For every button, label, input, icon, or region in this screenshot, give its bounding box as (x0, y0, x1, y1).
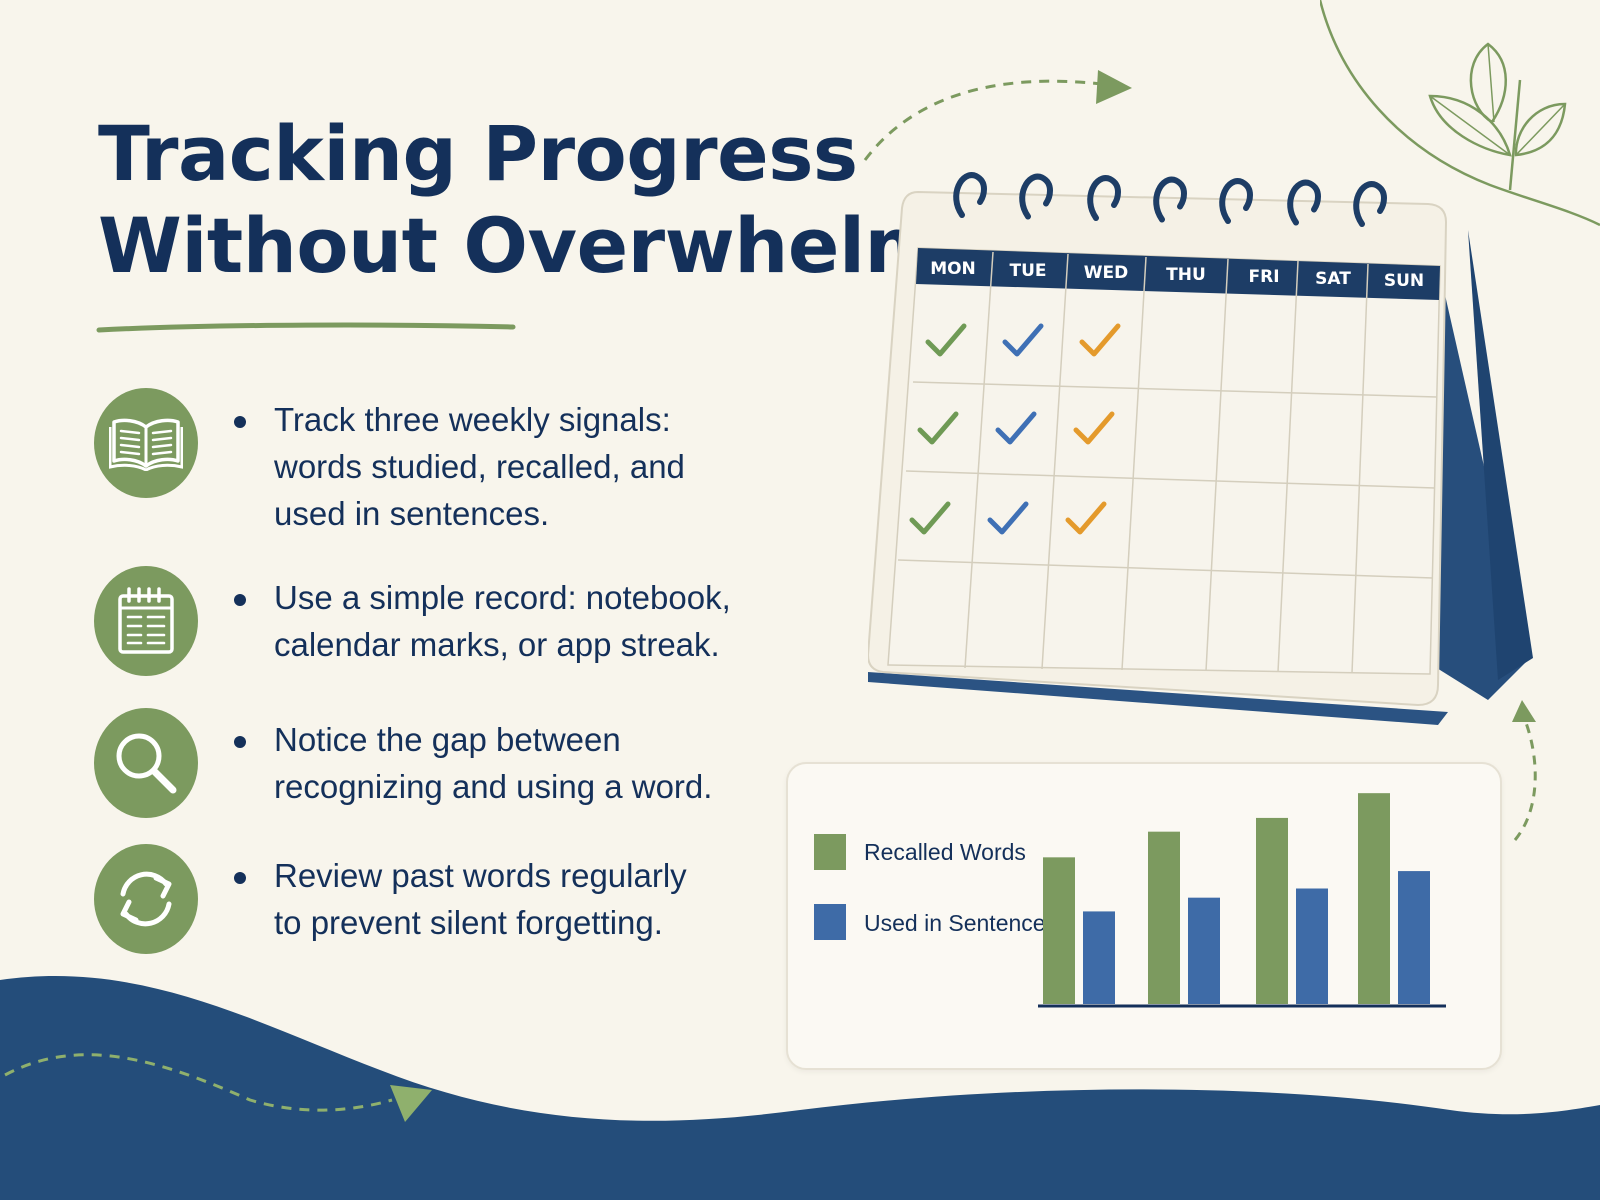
legend-swatch-used (814, 904, 846, 940)
bullet-item-simple-record: Use a simple record: notebook, calendar … (94, 566, 754, 686)
checkmark-icon (987, 501, 1029, 535)
calendar-day-mon: MON (930, 259, 976, 279)
desk-calendar: MON TUE WED THU FRI SAT SUN (868, 172, 1533, 725)
checkmark-icon (909, 501, 951, 535)
bar-used-2 (1188, 897, 1220, 1004)
bullet-text-line: Use a simple record: notebook, (274, 579, 731, 616)
bullet-text-line: recognizing and using a word. (274, 768, 713, 805)
binder-ring-icon (1219, 178, 1253, 224)
bullet-text-line: words studied, recalled, and (274, 448, 685, 485)
bar-recalled-2 (1148, 831, 1180, 1004)
checkmark-icon (925, 323, 967, 357)
bar-used-3 (1296, 888, 1328, 1004)
dashed-arrow-right (1512, 700, 1537, 841)
bullet-text: Use a simple record: notebook, calendar … (274, 574, 744, 668)
bar-chart-card: Recalled Words Used in Sentences (786, 762, 1502, 1070)
binder-ring-icon (1153, 176, 1187, 223)
plant-branch-icon (1320, 0, 1600, 227)
checkmark-icon (917, 411, 959, 445)
bullet-dot (234, 416, 246, 428)
bullet-dot (234, 594, 246, 606)
bar-recalled-1 (1043, 857, 1075, 1004)
calendar-day-wed: WED (1084, 263, 1128, 283)
dashed-arrow-bottom (4, 1053, 432, 1122)
bullet-text: Review past words regularly to prevent s… (274, 852, 744, 946)
bottom-wave (0, 976, 1600, 1200)
bullet-dot (234, 736, 246, 748)
open-book-icon (94, 388, 198, 498)
page-title: Tracking Progress Without Overwhelm (98, 108, 944, 292)
checkmark-icon (995, 411, 1037, 445)
calendar-day-thu: THU (1166, 265, 1206, 285)
bullet-text: Notice the gap between recognizing and u… (274, 716, 744, 810)
bullet-text-line: used in sentences. (274, 495, 550, 532)
checkmark-icon (1065, 501, 1107, 535)
legend-label-used: Used in Sentences (864, 910, 1058, 936)
calendar-grid (887, 247, 1441, 675)
calendar-day-tue: TUE (1009, 261, 1046, 281)
bullet-item-notice-gap: Notice the gap between recognizing and u… (94, 708, 754, 828)
bullet-text-line: to prevent silent forgetting. (274, 904, 663, 941)
binder-ring-icon (1287, 179, 1321, 226)
magnifier-icon (94, 708, 198, 818)
calendar-day-sun: SUN (1384, 271, 1424, 291)
bar-used-4 (1398, 871, 1430, 1004)
checkmark-icon (1002, 323, 1044, 357)
legend-swatch-recalled (814, 834, 846, 870)
calendar-day-fri: FRI (1248, 267, 1279, 287)
calendar-day-sat: SAT (1315, 269, 1351, 289)
legend-label-recalled: Recalled Words (864, 839, 1026, 865)
bullet-text-line: Notice the gap between (274, 721, 621, 758)
title-line-1: Tracking Progress (98, 109, 858, 198)
binder-ring-icon (953, 172, 987, 218)
checkmark-icon (1073, 411, 1115, 445)
title-line-2: Without Overwhelm (98, 201, 944, 290)
title-underline (96, 322, 516, 333)
refresh-arrows-icon (94, 844, 198, 954)
bullet-text-line: Track three weekly signals: (274, 401, 671, 438)
binder-ring-icon (1353, 181, 1387, 227)
bar-recalled-4 (1358, 793, 1390, 1004)
bullet-text: Track three weekly signals: words studie… (274, 396, 744, 537)
bullet-dot (234, 872, 246, 884)
bar-recalled-3 (1256, 817, 1288, 1004)
bar-chart (1038, 793, 1446, 1008)
binder-ring-icon (1019, 173, 1053, 220)
bullet-text-line: Review past words regularly (274, 857, 687, 894)
dashed-arrow-top (863, 70, 1132, 161)
bullet-item-review-words: Review past words regularly to prevent s… (94, 844, 754, 964)
checkmark-icon (1079, 323, 1121, 357)
binder-ring-icon (1087, 175, 1121, 221)
notebook-icon (94, 566, 198, 676)
bullet-text-line: calendar marks, or app streak. (274, 626, 720, 663)
bar-used-1 (1083, 911, 1115, 1004)
bullet-item-track-signals: Track three weekly signals: words studie… (94, 388, 754, 532)
